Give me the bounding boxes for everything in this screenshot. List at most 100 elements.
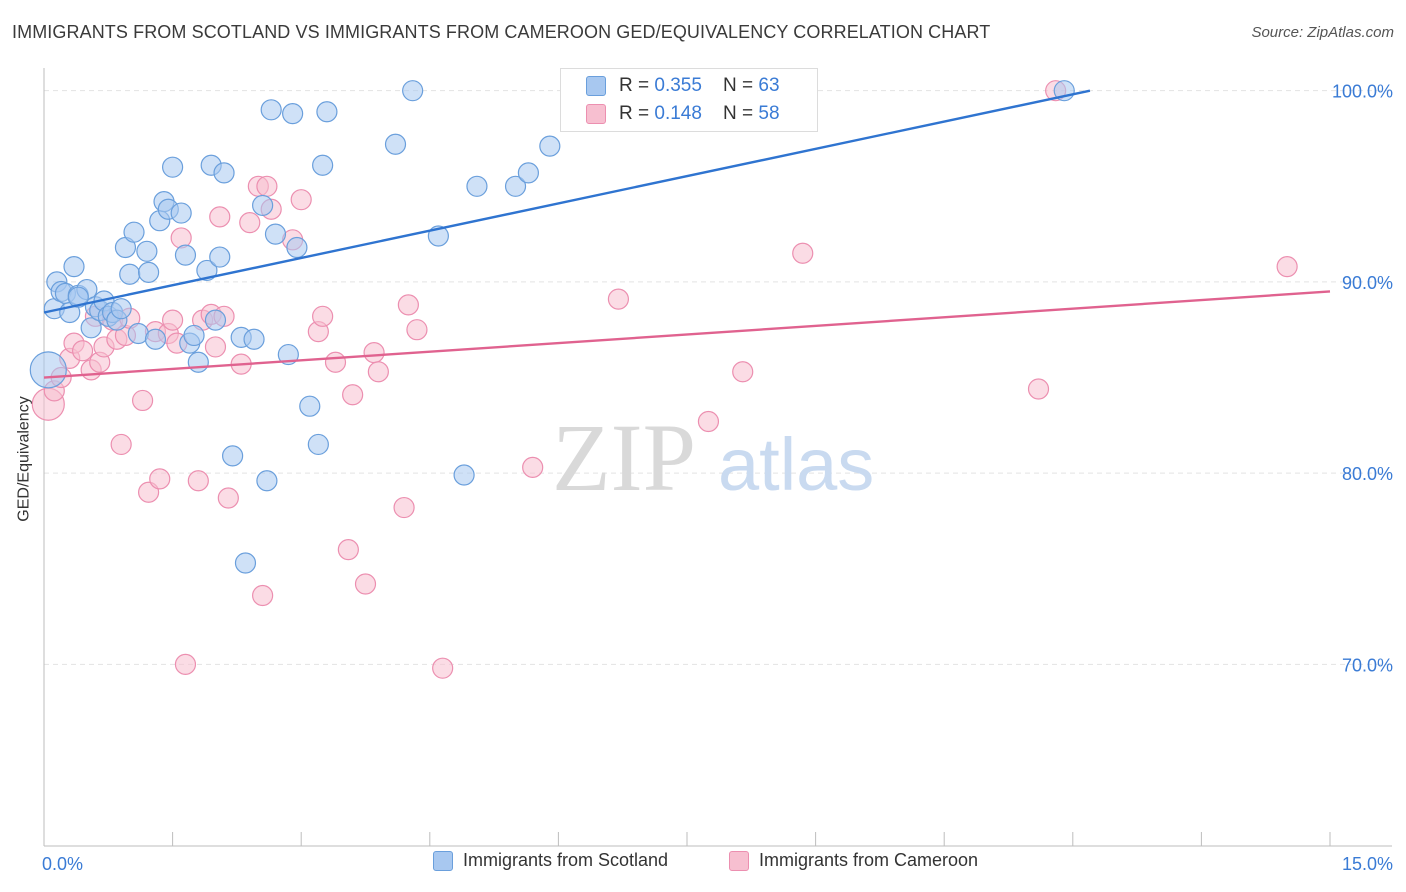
cameroon-point: [174, 653, 197, 675]
cameroon-point: [432, 657, 454, 679]
y-tick-labels: 70.0% 80.0% 90.0% 100.0%: [1332, 82, 1393, 676]
scotland-point: [29, 351, 67, 389]
gridlines: [44, 90, 1394, 665]
r-value: 0.355: [654, 75, 702, 96]
scotland-point: [183, 324, 205, 347]
cameroon-point: [397, 294, 419, 316]
cameroon-point: [204, 336, 227, 358]
cameroon-point: [522, 456, 544, 478]
trend-lines: [43, 89, 1331, 379]
cameroon-point: [290, 189, 312, 211]
y-tick-label: 90.0%: [1342, 273, 1393, 293]
scotland-point: [384, 133, 407, 155]
scotland-point: [234, 552, 257, 574]
scotland-point: [243, 328, 265, 350]
cameroon-point: [131, 389, 154, 412]
cameroon-swatch: [729, 850, 749, 871]
scotland-point: [80, 317, 102, 339]
axes: [43, 68, 1392, 847]
cameroon-point: [337, 539, 359, 561]
r-label: R =: [619, 75, 655, 96]
scotland-point: [144, 328, 167, 350]
cameroon-point: [393, 496, 415, 519]
cameroon-point: [256, 175, 278, 197]
n-label: N =: [723, 75, 759, 96]
series-legend: Immigrants from Scotland Immigrants from…: [0, 850, 1406, 880]
cameroon-point: [792, 242, 814, 264]
legend-item-scotland[interactable]: Immigrants from Scotland: [433, 850, 668, 871]
legend-label-scotland: Immigrants from Scotland: [463, 850, 669, 870]
cameroon-point: [187, 470, 209, 492]
n-value: 63: [758, 75, 780, 96]
scotland-point: [204, 309, 227, 331]
cameroon-point: [217, 487, 239, 509]
scotland-swatch: [433, 850, 453, 871]
x-tick-label: 0.0%: [42, 854, 83, 874]
cameroon-point: [406, 319, 428, 341]
scotland-trend-line: [43, 89, 1091, 314]
cameroon-point: [367, 361, 389, 383]
scotland-point: [110, 298, 132, 320]
cameroon-trend-line: [43, 290, 1331, 379]
scotland-point: [170, 202, 192, 224]
scotland-point: [209, 246, 231, 268]
watermark-atlas: atlas: [718, 423, 874, 506]
cameroon-point: [1027, 378, 1050, 400]
cameroon-swatch: [586, 104, 606, 124]
scotland-point: [162, 156, 184, 178]
cameroon-point: [732, 361, 754, 383]
cameroon-point: [697, 410, 720, 433]
scotland-point: [299, 395, 321, 417]
scotland-point: [466, 175, 488, 197]
chart-title: IMMIGRANTS FROM SCOTLAND VS IMMIGRANTS F…: [12, 22, 991, 42]
scotland-point: [402, 80, 424, 102]
cameroon-point: [110, 433, 132, 456]
r-value: 0.148: [654, 103, 702, 124]
scotland-point: [453, 464, 475, 486]
cameroon-point: [71, 340, 94, 362]
scotland-point: [264, 223, 287, 245]
scotland-point: [174, 244, 197, 266]
scotland-point: [539, 135, 561, 157]
scotland-point: [312, 154, 334, 176]
scotland-point: [222, 445, 244, 467]
r-label: R =: [619, 103, 655, 124]
x-tick-label: 15.0%: [1342, 854, 1393, 874]
legend-item-cameroon[interactable]: Immigrants from Cameroon: [729, 850, 978, 871]
scotland-point: [187, 351, 209, 373]
scotland-point: [260, 99, 282, 121]
cameroon-point: [1276, 256, 1298, 278]
scotland-point: [307, 433, 329, 456]
y-tick-label: 100.0%: [1332, 82, 1393, 102]
cameroon-point: [607, 288, 630, 310]
scotland-swatch: [586, 76, 606, 96]
scotland-point: [282, 103, 304, 125]
scotland-point: [517, 162, 539, 184]
scotland-point: [123, 221, 145, 243]
data-points: [29, 80, 1298, 679]
cameroon-point: [312, 305, 334, 327]
source-label: Source: ZipAtlas.com: [1251, 24, 1394, 41]
scotland-point: [63, 256, 85, 278]
y-tick-label: 80.0%: [1342, 464, 1393, 484]
legend-label-cameroon: Immigrants from Cameroon: [759, 850, 979, 870]
scotland-point: [504, 175, 527, 197]
scotland-point: [252, 194, 274, 217]
cameroon-point: [324, 351, 347, 373]
cameroon-point: [354, 573, 377, 595]
scotland-point: [277, 343, 299, 366]
scotland-point: [196, 259, 218, 282]
cameroon-point: [149, 468, 171, 490]
scotland-point: [137, 261, 160, 283]
scotland-point: [213, 162, 235, 184]
cameroon-point: [252, 584, 274, 607]
scotland-point: [316, 101, 338, 123]
cameroon-point: [342, 384, 364, 406]
n-value: 58: [758, 103, 780, 124]
n-label: N =: [723, 103, 759, 124]
scotland-point: [286, 236, 308, 259]
scotland-point: [119, 263, 141, 285]
y-tick-label: 70.0%: [1342, 655, 1393, 675]
scotland-point: [136, 240, 158, 262]
scotland-point: [67, 286, 89, 308]
